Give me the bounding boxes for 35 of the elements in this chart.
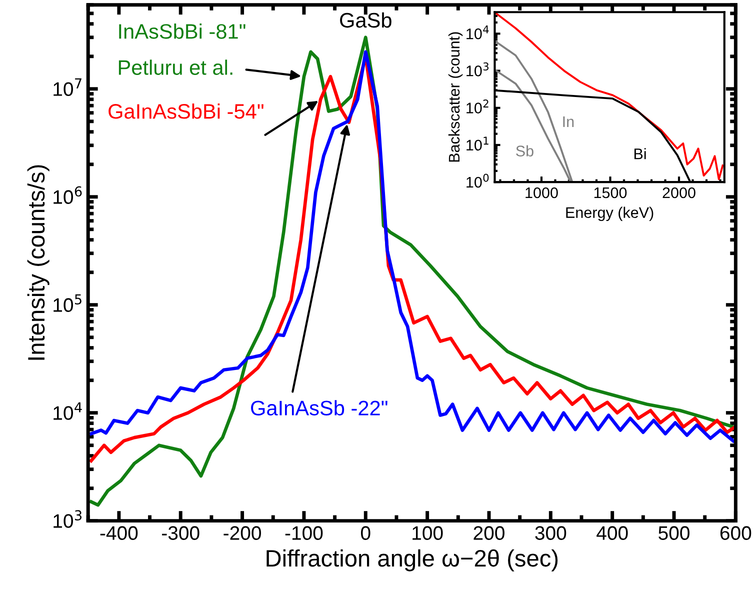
x-tick-label: 100 <box>412 526 443 540</box>
y-tick-label: 10$^{3}$ <box>466 62 488 76</box>
text: InAsSbBi -81" Petluru et al. <box>118 24 246 75</box>
annotation: GaSb <box>340 12 392 28</box>
x-tick-label: -400 <box>100 526 138 540</box>
x-tick-label: -100 <box>285 526 323 540</box>
x-tick-label: 1500 <box>594 187 627 198</box>
y-tick-label: 10$^{3}$ <box>54 510 82 528</box>
y-axis-title: Intensity (counts/s) <box>27 165 50 360</box>
y-tick-label: 10$^{4}$ <box>54 402 82 420</box>
series-label: GaInAsSb -22" <box>251 400 388 416</box>
x-axis-title: Diffraction angle ω−2θ (sec) <box>266 549 558 572</box>
x-tick-label: 200 <box>474 526 504 540</box>
x-tick-label: 300 <box>535 526 566 540</box>
y-tick-label: 10$^{5}$ <box>54 294 82 312</box>
x-tick-label: 2000 <box>662 187 696 198</box>
y-tick-label: 10$^{4}$ <box>466 25 489 40</box>
series-label: Sb <box>516 145 534 156</box>
x-tick-label: 0 <box>360 526 370 540</box>
x-tick-label: -300 <box>162 526 200 540</box>
text: GaInAsSbBi -54" <box>108 103 264 119</box>
x-tick-label: 500 <box>658 526 690 540</box>
series-label: Bi <box>634 148 646 160</box>
x-tick-label: 600 <box>720 526 752 540</box>
x-axis-title: Energy (keV) <box>566 206 654 221</box>
x-tick-label: 400 <box>596 526 628 540</box>
y-tick-label: 10$^{6}$ <box>54 186 82 204</box>
y-tick-label: 10$^{1}$ <box>466 136 488 151</box>
y-tick-label: 10$^{2}$ <box>466 100 488 114</box>
x-tick-label: 1000 <box>526 187 558 198</box>
x-tick-label: -200 <box>224 526 261 540</box>
y-tick-label: 10$^{7}$ <box>54 78 82 96</box>
y-tick-label: 10$^{0}$ <box>466 174 489 188</box>
series-label: In <box>563 116 574 127</box>
y-axis-title: Backscatter (count) <box>448 32 463 162</box>
